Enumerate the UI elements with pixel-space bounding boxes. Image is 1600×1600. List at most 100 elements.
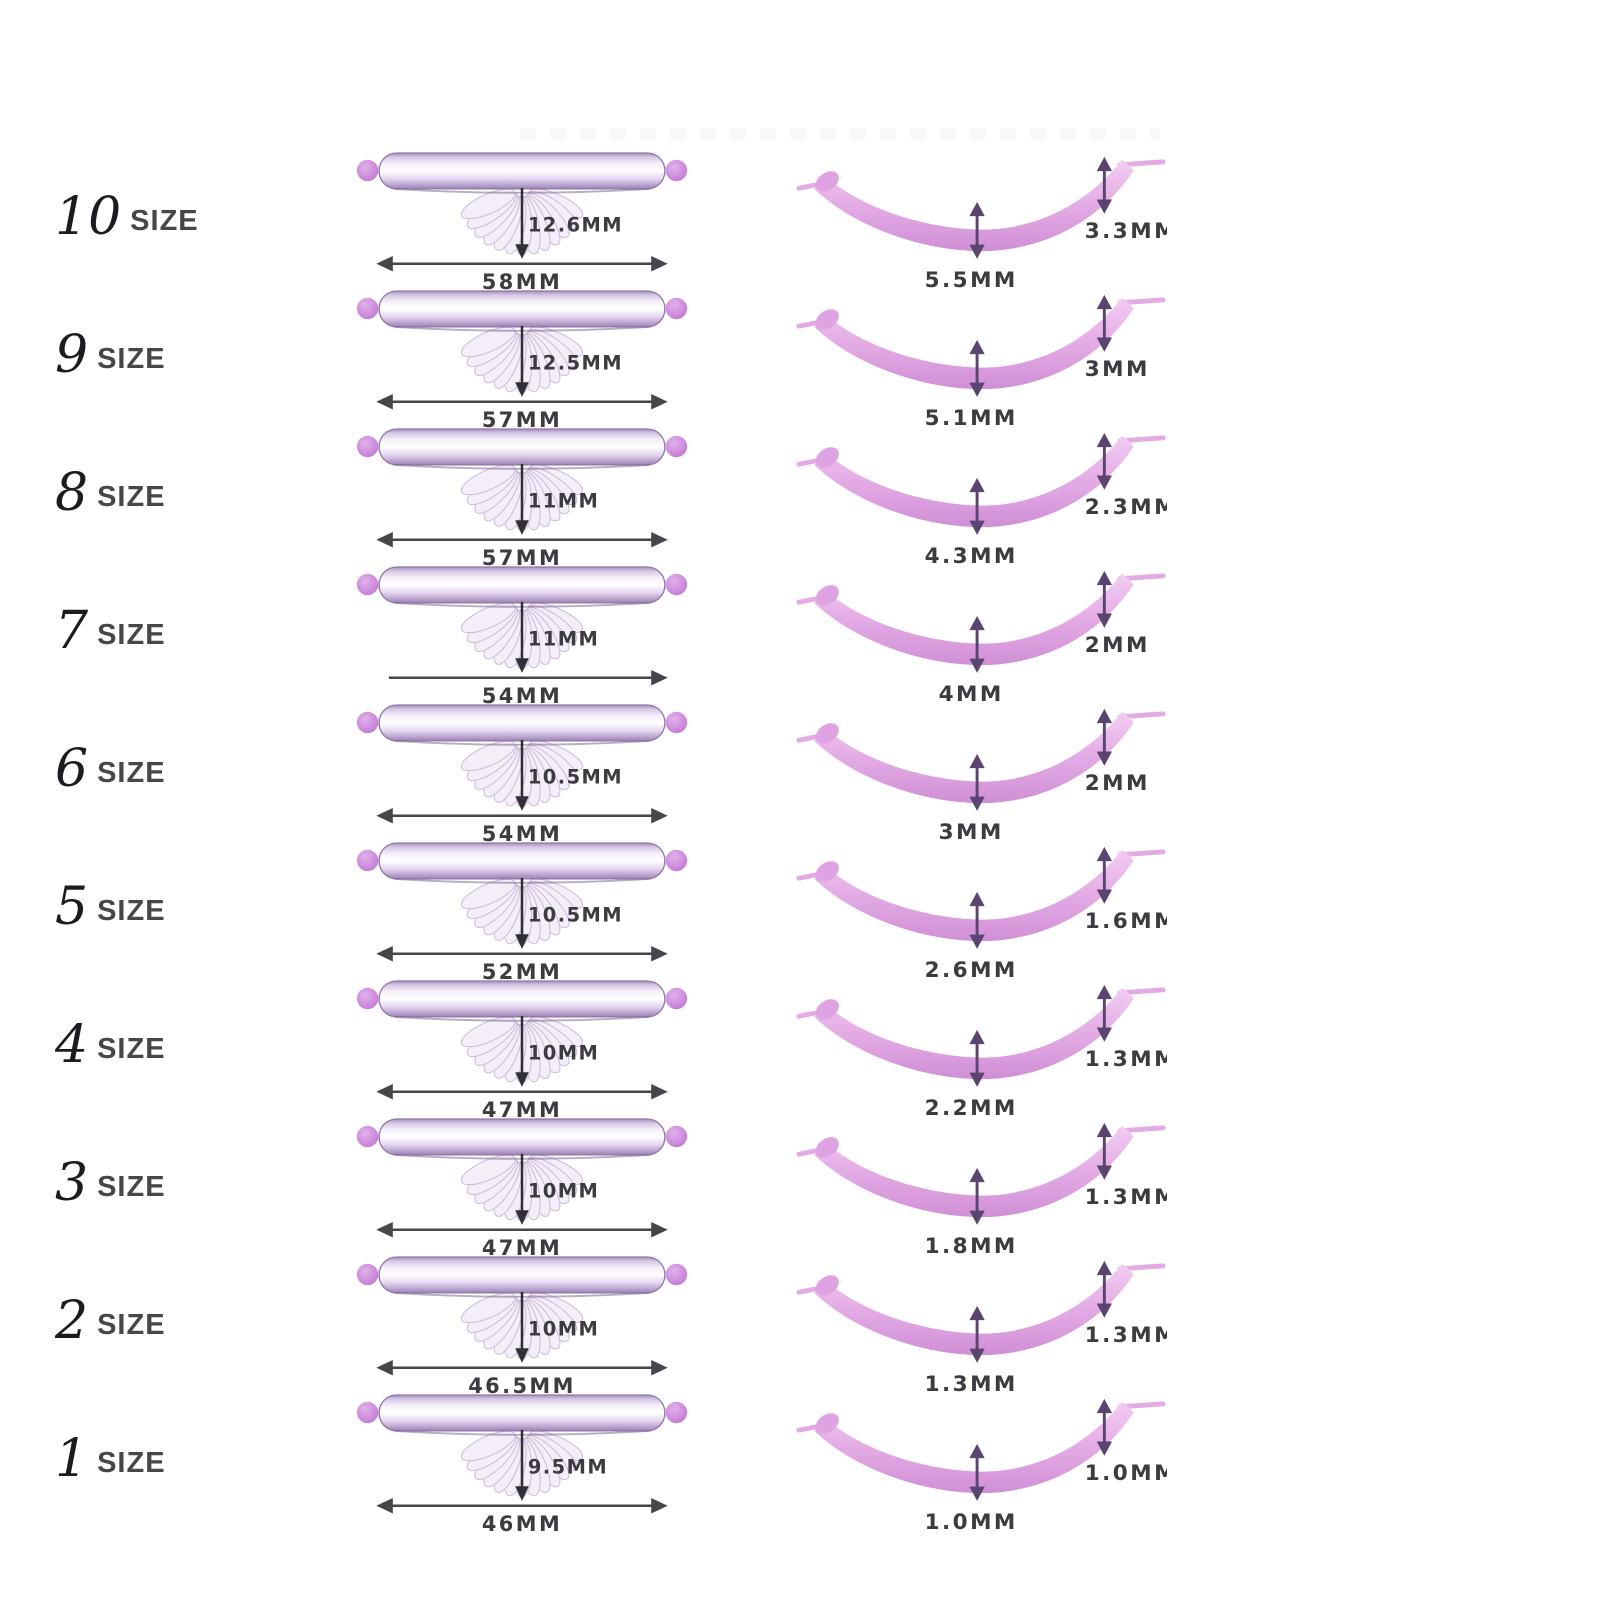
depth-arrow — [515, 1015, 529, 1087]
pad-end-thickness-label: 3.3MM — [1085, 219, 1167, 244]
depth-arrow — [515, 739, 529, 811]
size-rows: 10 SIZE — [0, 148, 1600, 1535]
pad-end-thickness-label: 3MM — [1085, 357, 1150, 382]
size-suffix: SIZE — [97, 1170, 166, 1203]
pad-left-tip-icon — [815, 1413, 839, 1434]
curler-diagram: 12.6MM 58MM — [356, 152, 688, 292]
pad-left-tip-icon — [815, 861, 839, 882]
size-suffix: SIZE — [97, 618, 166, 651]
width-arrow-right-head — [651, 1221, 668, 1238]
pad-body-icon — [814, 435, 1134, 528]
size-suffix: SIZE — [97, 342, 166, 375]
size-number: 1 — [55, 1429, 89, 1489]
width-arrow — [376, 1083, 668, 1100]
width-label: 52MM — [482, 960, 562, 982]
pad-end-thickness-arrow — [1096, 1398, 1113, 1456]
curler-fan-icon — [460, 464, 584, 532]
pad-end-thickness-label: 2MM — [1085, 771, 1150, 796]
size-number: 5 — [55, 877, 89, 937]
size-row: 6 SIZE — [0, 700, 1600, 845]
depth-label: 12.6MM — [528, 214, 623, 237]
pad-left-tip-icon — [815, 171, 839, 192]
curler-fan-icon — [460, 740, 584, 808]
depth-label: 10.5MM — [528, 766, 623, 789]
width-arrow-left-head — [376, 1221, 393, 1238]
size-label: 10 SIZE — [55, 148, 199, 286]
pad-center-thickness-label: 2.6MM — [925, 958, 1018, 983]
size-label: 8 SIZE — [55, 424, 166, 562]
width-arrow-right-head — [651, 393, 668, 410]
pad-center-thickness-label: 1.0MM — [925, 1510, 1018, 1535]
width-label: 54MM — [482, 684, 562, 706]
size-number: 6 — [55, 739, 89, 799]
size-suffix: SIZE — [97, 1446, 166, 1479]
curler-tube-icon — [378, 704, 666, 746]
width-label: 47MM — [482, 1098, 562, 1120]
pad-center-thickness-arrow — [969, 891, 985, 949]
pad-center-thickness-label: 4.3MM — [925, 544, 1018, 569]
width-label: 57MM — [482, 408, 562, 430]
curler-tube-icon — [378, 428, 666, 470]
depth-label: 10.5MM — [528, 904, 623, 927]
pad-center-thickness-label: 5.5MM — [925, 268, 1018, 293]
faint-watermark — [520, 128, 1160, 140]
pad-end-thickness-label: 1.3MM — [1085, 1185, 1167, 1210]
width-arrow-right-head — [651, 807, 668, 824]
depth-arrow — [515, 463, 529, 535]
pad-left-tip-icon — [815, 309, 839, 330]
curler-diagram: 10MM 47MM — [356, 980, 688, 1120]
width-arrow-right-head — [651, 1497, 668, 1514]
pad-left-tip-icon — [815, 585, 839, 606]
size-number: 8 — [55, 463, 89, 523]
pad-left-tip-icon — [815, 723, 839, 744]
pad-center-thickness-label: 1.8MM — [925, 1234, 1018, 1259]
curler-fan-icon — [460, 188, 584, 256]
pad-end-thickness-arrow — [1096, 846, 1113, 904]
pad-center-thickness-label: 4MM — [939, 682, 1004, 707]
width-arrow-right-head — [651, 255, 668, 272]
pad-body-icon — [814, 711, 1134, 804]
width-arrow-left-head — [376, 393, 393, 410]
width-arrow-right-head — [651, 669, 668, 686]
pad-end-thickness-arrow — [1096, 1260, 1113, 1318]
depth-label: 10MM — [528, 1180, 599, 1203]
pad-body-icon — [814, 1401, 1134, 1494]
size-label: 6 SIZE — [55, 700, 166, 838]
pad-center-thickness-label: 5.1MM — [925, 406, 1018, 431]
size-number: 3 — [55, 1153, 89, 1213]
curler-diagram: 12.5MM 57MM — [356, 290, 688, 430]
width-label: 57MM — [482, 546, 562, 568]
pad-diagram: 4MM 2MM — [796, 570, 1166, 707]
pad-end-thickness-label: 2.3MM — [1085, 495, 1167, 520]
depth-label: 9.5MM — [528, 1456, 608, 1479]
pad-diagram: 3MM 2MM — [796, 708, 1166, 845]
width-arrow-right-head — [651, 1359, 668, 1376]
pad-end-thickness-arrow — [1096, 708, 1113, 766]
size-suffix: SIZE — [97, 480, 166, 513]
size-row: 2 SIZE — [0, 1252, 1600, 1397]
pad-center-thickness-arrow — [969, 1167, 985, 1225]
size-suffix: SIZE — [97, 756, 166, 789]
width-arrow-left-head — [376, 1083, 393, 1100]
size-row: 10 SIZE — [0, 148, 1600, 293]
size-number: 9 — [55, 325, 89, 385]
curler-diagram: 10.5MM 54MM — [356, 704, 688, 844]
curler-fan-icon — [460, 1016, 584, 1084]
size-label: 5 SIZE — [55, 838, 166, 976]
pad-end-thickness-arrow — [1096, 432, 1113, 490]
size-suffix: SIZE — [97, 1308, 166, 1341]
pad-diagram: 2.2MM 1.3MM — [796, 984, 1167, 1121]
width-label: 58MM — [482, 270, 562, 292]
size-row: 4 SIZE — [0, 976, 1600, 1121]
pad-center-thickness-arrow — [969, 615, 985, 673]
curler-tube-icon — [378, 290, 666, 332]
curler-tube-icon — [378, 152, 666, 194]
curler-diagram: 10.5MM 52MM — [356, 842, 688, 982]
pad-end-thickness-arrow — [1096, 984, 1113, 1042]
pad-diagram: 1.0MM 1.0MM — [796, 1398, 1167, 1535]
width-arrow-right-head — [651, 1083, 668, 1100]
curler-tube-icon — [378, 566, 666, 608]
size-row: 9 SIZE — [0, 286, 1600, 431]
pad-body-icon — [814, 1125, 1134, 1218]
depth-label: 10MM — [528, 1318, 599, 1341]
